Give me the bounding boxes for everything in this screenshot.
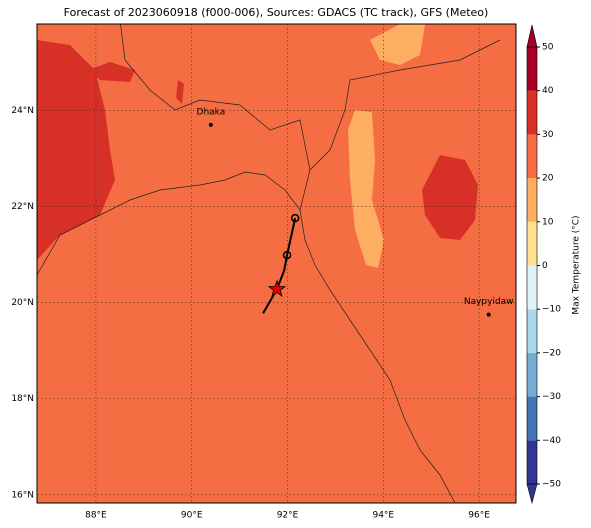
colorbar-tick-label: 40 xyxy=(542,86,554,96)
track-point xyxy=(290,213,300,223)
colorbar-segment xyxy=(527,134,537,179)
hot-region xyxy=(37,40,115,260)
colorbar-tick-label: 30 xyxy=(542,130,554,140)
city-label: Naypyidaw xyxy=(464,297,514,307)
colorbar-segment xyxy=(527,309,537,353)
lon-tick-label: 94°E xyxy=(372,511,394,521)
colorbar-extend xyxy=(526,483,538,505)
track-point xyxy=(282,250,292,260)
hot-region xyxy=(88,62,135,82)
colorbar-segment xyxy=(527,440,537,484)
colorbar-tick-label: −40 xyxy=(542,436,561,446)
colorbar-segment xyxy=(527,221,537,266)
lat-tick-label: 16°N xyxy=(11,490,34,500)
lon-tick-label: 92°E xyxy=(277,511,299,521)
colorbar-tick-label: 0 xyxy=(542,261,548,271)
hot-region xyxy=(422,155,478,240)
colorbar-tick-label: 20 xyxy=(542,174,554,184)
colorbar-tick-label: −30 xyxy=(542,392,561,402)
land-field xyxy=(37,24,516,503)
lon-tick-label: 90°E xyxy=(181,511,203,521)
title: Forecast of 2023060918 (f000-006), Sourc… xyxy=(64,6,489,19)
city-marker xyxy=(208,122,213,127)
colorbar-segment xyxy=(527,178,537,222)
hot-region xyxy=(176,80,184,104)
sea xyxy=(37,171,456,503)
storm-track xyxy=(262,217,297,314)
colorbar-segment xyxy=(527,265,537,310)
lat-tick-label: 22°N xyxy=(11,202,34,212)
colorbar-segment xyxy=(527,352,537,397)
colorbar-tick-label: 50 xyxy=(542,43,554,53)
colorbar-tick-label: 10 xyxy=(542,217,554,227)
lon-tick-label: 96°E xyxy=(468,511,490,521)
colorbar-extend xyxy=(526,24,538,48)
lat-tick-label: 20°N xyxy=(11,298,34,308)
lat-tick-label: 24°N xyxy=(11,106,34,116)
colorbar-tick-label: −20 xyxy=(542,348,561,358)
city-marker xyxy=(486,312,491,317)
map-frame xyxy=(36,23,517,504)
current-position xyxy=(267,279,287,298)
warm-region xyxy=(370,24,425,65)
borders xyxy=(120,24,501,211)
lon-tick-label: 88°E xyxy=(85,511,107,521)
colorbar-tick-label: −50 xyxy=(542,480,561,490)
lat-tick-label: 18°N xyxy=(11,394,34,404)
city-label: Dhaka xyxy=(197,107,226,117)
colorbar-segment xyxy=(527,90,537,135)
colorbar-segment xyxy=(527,396,537,441)
warm-region xyxy=(348,110,384,268)
colorbar-label: Max Temperature (°C) xyxy=(572,215,582,314)
colorbar-tick-label: −10 xyxy=(542,305,561,315)
colorbar-segment xyxy=(527,47,537,91)
map-area xyxy=(37,24,516,503)
